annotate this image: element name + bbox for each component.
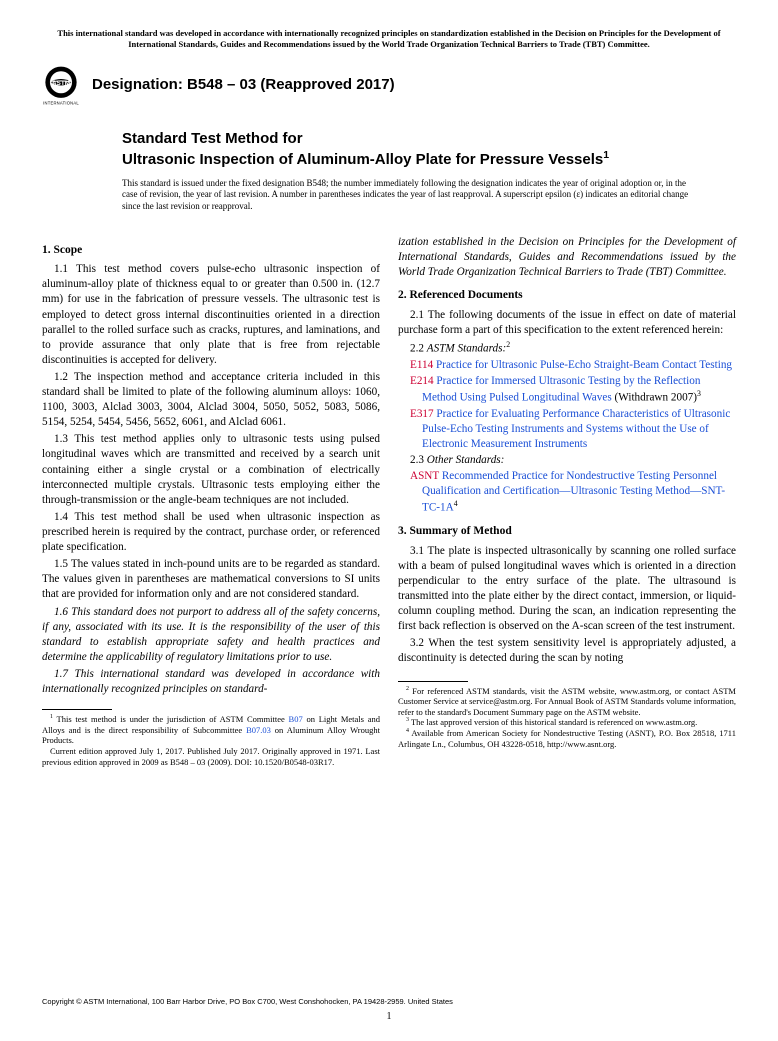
link-b0703[interactable]: B07.03 [246,725,271,735]
refs-22-sup: 2 [506,340,510,349]
scope-1-6: 1.6 This standard does not purport to ad… [42,605,380,665]
title-lead: Standard Test Method for [122,130,736,149]
refs-2-2: 2.2 ASTM Standards:2 [398,340,736,357]
fn1-a: This test method is under the jurisdicti… [53,714,289,724]
asnt-sup: 4 [454,499,458,508]
scope-1-2: 1.2 The inspection method and acceptance… [42,370,380,430]
footnote-3: 3 The last approved version of this hist… [398,717,736,728]
title-sup: 1 [603,149,609,161]
scope-1-7b: ization established in the Decision on P… [398,235,736,280]
svg-text:INTERNATIONAL: INTERNATIONAL [43,100,79,105]
fn2-text: For referenced ASTM standards, visit the… [398,686,736,717]
refs-2-1: 2.1 The following documents of the issue… [398,308,736,338]
code-asnt[interactable]: ASNT [410,470,439,482]
e214-withdrawn: (Withdrawn 2007) [612,392,697,404]
footnote-rule [42,709,112,710]
page-number: 1 [0,1010,778,1024]
code-e114[interactable]: E114 [410,359,433,371]
scope-1-7a: 1.7 This international standard was deve… [42,667,380,697]
issuance-note: This standard is issued under the fixed … [122,178,696,213]
link-b07[interactable]: B07 [289,714,303,724]
title-block: Standard Test Method for Ultrasonic Insp… [122,130,736,170]
body-columns: 1. Scope 1.1 This test method covers pul… [42,235,736,768]
ref-asnt: ASNT Recommended Practice for Nondestruc… [398,469,736,516]
scope-1-1: 1.1 This test method covers pulse-echo u… [42,262,380,368]
ref-e214: E214 Practice for Immersed Ultrasonic Te… [398,374,736,406]
link-asnt[interactable]: Recommended Practice for Nondestructive … [422,470,725,514]
section-summary-head: 3. Summary of Method [398,524,736,540]
title-main: Ultrasonic Inspection of Aluminum-Alloy … [122,149,736,170]
ref-e317: E317 Practice for Evaluating Performance… [398,407,736,452]
refs-23-label: Other Standards: [427,454,505,466]
link-e317[interactable]: Practice for Evaluating Performance Char… [422,408,730,450]
footnote-1-cont: Current edition approved July 1, 2017. P… [42,746,380,767]
svg-text:ASTM: ASTM [52,80,70,87]
footnote-4: 4 Available from American Society for No… [398,728,736,749]
footnote-2: 2 For referenced ASTM standards, visit t… [398,686,736,718]
footnote-rule-right [398,681,468,682]
refs-23-num: 2.3 [410,454,427,466]
code-e317[interactable]: E317 [410,408,434,420]
scope-1-5: 1.5 The values stated in inch-pound unit… [42,557,380,602]
top-notice: This international standard was develope… [42,28,736,50]
fn3-text: The last approved version of this histor… [409,717,697,727]
copyright-line: Copyright © ASTM International, 100 Barr… [42,997,453,1007]
refs-22-label: ASTM Standards: [427,342,506,354]
astm-logo: ASTM INTERNATIONAL [38,62,84,108]
scope-1-4: 1.4 This test method shall be used when … [42,510,380,555]
code-e214[interactable]: E214 [410,375,434,387]
ref-e114: E114 Practice for Ultrasonic Pulse-Echo … [398,358,736,373]
scope-1-3: 1.3 This test method applies only to ult… [42,432,380,508]
section-scope-head: 1. Scope [42,243,380,259]
summary-3-1: 3.1 The plate is inspected ultrasonicall… [398,544,736,635]
designation: Designation: B548 – 03 (Reapproved 2017) [92,75,395,95]
fn4-text: Available from American Society for Nond… [398,728,736,749]
header-row: ASTM INTERNATIONAL Designation: B548 – 0… [38,62,736,108]
refs-22-num: 2.2 [410,342,427,354]
footnote-1: 1 This test method is under the jurisdic… [42,714,380,746]
left-footnotes: 1 This test method is under the jurisdic… [42,709,380,767]
title-main-text: Ultrasonic Inspection of Aluminum-Alloy … [122,151,603,168]
summary-3-2: 3.2 When the test system sensitivity lev… [398,636,736,666]
refs-2-3: 2.3 Other Standards: [398,453,736,468]
link-e114[interactable]: Practice for Ultrasonic Pulse-Echo Strai… [433,359,732,371]
right-footnotes: 2 For referenced ASTM standards, visit t… [398,681,736,750]
e214-sup: 3 [697,389,701,398]
section-refs-head: 2. Referenced Documents [398,288,736,304]
